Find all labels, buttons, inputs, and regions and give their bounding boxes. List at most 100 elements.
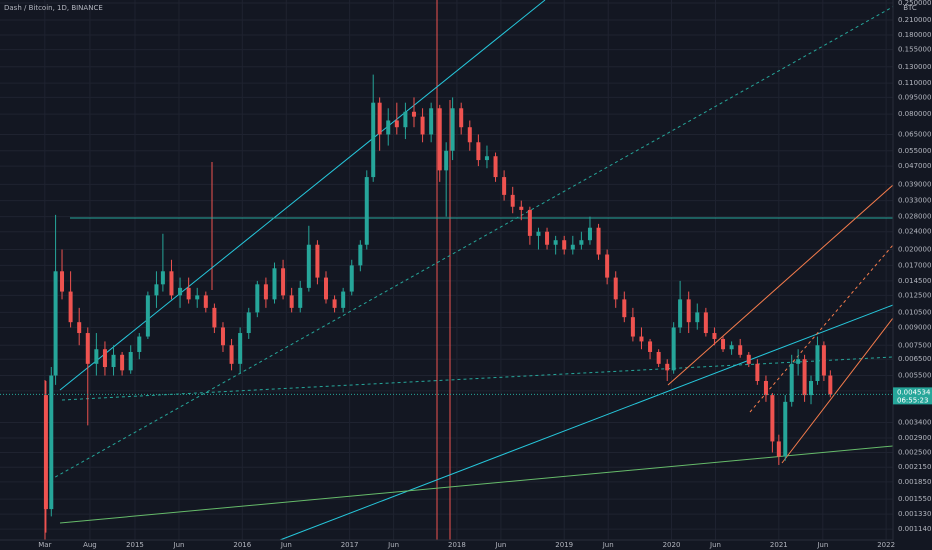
y-tick-label: 0.001330	[898, 510, 931, 518]
candle-body	[154, 284, 159, 296]
candle-body	[43, 395, 48, 510]
channel-line	[781, 317, 894, 464]
y-tick-label: 0.024000	[898, 228, 931, 236]
y-tick-label: 0.001850	[898, 478, 931, 486]
last-price-box	[893, 387, 932, 405]
grid	[0, 0, 893, 540]
drawings	[44, 0, 906, 541]
candle-body	[738, 345, 743, 355]
candle-body	[289, 295, 294, 308]
candle-body	[729, 345, 734, 350]
x-tick-label: 2021	[770, 541, 788, 549]
candle-body	[85, 333, 90, 364]
candle-body	[186, 287, 191, 300]
candle-body	[203, 295, 208, 308]
candle-body	[437, 108, 442, 171]
trend-line	[59, 445, 894, 524]
y-tick-label: 0.005500	[898, 372, 931, 380]
candle-body	[746, 354, 751, 364]
candle-body	[639, 336, 644, 342]
candle-body	[484, 156, 489, 161]
candle-body	[386, 120, 391, 135]
candle-body	[755, 363, 760, 382]
x-tick-label: Jun	[494, 541, 506, 549]
candle-body	[298, 287, 303, 308]
trend-line	[49, 0, 906, 481]
candle-body	[802, 359, 807, 396]
candle-body	[527, 209, 532, 236]
candle-body	[53, 271, 58, 376]
y-tick-label: 0.180000	[898, 31, 931, 39]
x-tick-label: Jun	[280, 541, 292, 549]
trend-line	[61, 356, 894, 401]
candle-body	[695, 312, 700, 323]
y-tick-label: 0.033000	[898, 197, 931, 205]
y-tick-label: 0.010500	[898, 308, 931, 316]
candle-body	[315, 244, 320, 278]
candle-body	[493, 156, 498, 178]
candle-body	[712, 333, 717, 339]
x-tick-label: 2015	[126, 541, 144, 549]
candle-body	[429, 108, 434, 135]
candle-body	[358, 244, 363, 266]
candle-body	[776, 441, 781, 457]
candle-body	[815, 345, 820, 382]
candle-body	[450, 108, 455, 151]
candle-body	[721, 338, 726, 350]
x-tick-label: Jun	[387, 541, 399, 549]
candle-body	[272, 268, 277, 300]
y-tick-label: 0.020000	[898, 246, 931, 254]
candle-body	[809, 381, 814, 396]
y-tick-label: 0.095000	[898, 93, 931, 101]
y-tick-label: 0.014500	[898, 277, 931, 285]
y-tick-label: 0.065000	[898, 130, 931, 138]
candle-body	[246, 312, 251, 334]
candle-body	[364, 177, 369, 245]
candle-body	[570, 244, 575, 250]
candle-body	[60, 271, 65, 292]
candle-body	[536, 231, 541, 236]
candle-body	[671, 327, 676, 371]
candle-body	[394, 120, 399, 128]
candle-body	[796, 359, 801, 364]
candle-body	[553, 240, 558, 245]
candle-body	[444, 150, 449, 171]
candle-body	[169, 271, 174, 296]
x-tick-label: 2022	[877, 541, 895, 549]
x-tick-label: 2017	[341, 541, 359, 549]
x-tick-label: Jun	[173, 541, 185, 549]
candle-body	[49, 375, 54, 510]
y-tick-label: 0.130000	[898, 63, 931, 71]
y-tick-label: 0.009000	[898, 323, 931, 331]
candle-body	[160, 271, 165, 285]
y-tick-label: 0.002900	[898, 434, 931, 442]
y-tick-label: 0.003400	[898, 418, 931, 426]
candle-body	[686, 299, 691, 323]
y-tick-label: 0.028000	[898, 213, 931, 221]
last-price-label: 0.004534	[897, 388, 931, 396]
candle-body	[605, 254, 610, 278]
candle-body	[828, 375, 833, 395]
y-tick-label: 0.047000	[898, 162, 931, 170]
channel-line	[667, 184, 894, 386]
candle-body	[371, 102, 376, 178]
price-axis	[893, 0, 932, 550]
candle-body	[349, 265, 354, 292]
x-tick-label: Jun	[709, 541, 721, 549]
candle-body	[120, 354, 125, 371]
candle-body	[255, 284, 260, 313]
candle-body	[220, 327, 225, 346]
y-tick-label: 0.055000	[898, 147, 931, 155]
candle-body	[467, 127, 472, 143]
y-tick-label: 0.006500	[898, 355, 931, 363]
candle-body	[411, 111, 416, 117]
candle-body	[613, 277, 618, 300]
candles	[43, 74, 833, 533]
x-tick-label: 2019	[555, 541, 573, 549]
candle-body	[770, 395, 775, 442]
candle-body	[678, 299, 683, 328]
candle-body	[562, 240, 567, 250]
candle-body	[137, 336, 142, 352]
x-tick-label: Aug	[83, 541, 97, 549]
